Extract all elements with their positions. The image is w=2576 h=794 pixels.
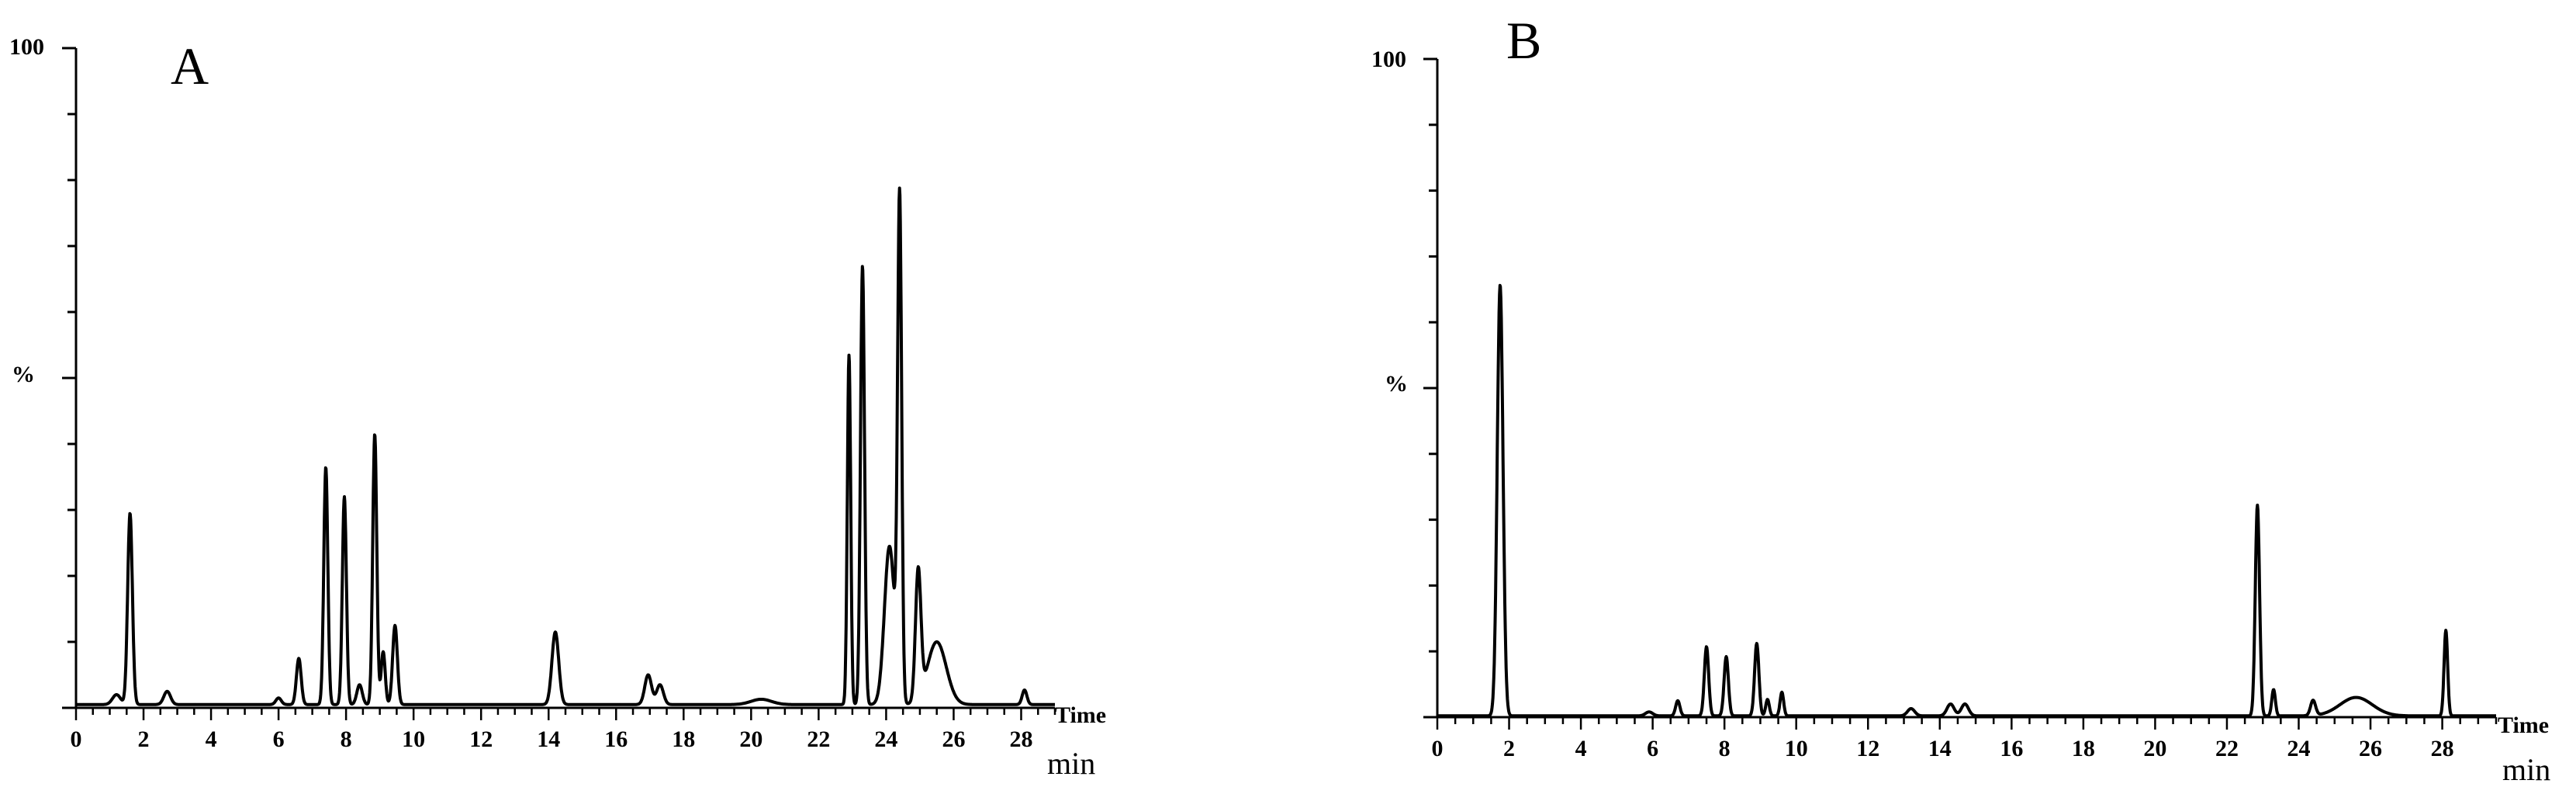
- y-top-label: 100: [1371, 47, 1406, 72]
- x-tick-label: 20: [739, 726, 762, 752]
- x-tick-label: 0: [71, 726, 82, 752]
- chromatogram-trace: [74, 186, 1056, 706]
- x-tick-label: 26: [2359, 736, 2382, 761]
- x-tick-label: 0: [1432, 736, 1444, 761]
- x-tick-label: 22: [807, 726, 830, 752]
- x-tick-label: 6: [1647, 736, 1658, 761]
- x-tick-label: 10: [1785, 736, 1808, 761]
- x-axis-label: Time: [1055, 702, 1106, 728]
- chromatogram-panel-a: A 100 % Time min 0 2 4 6 8 10 12 14 16 18 20 22 24 26…: [9, 34, 1106, 781]
- x-tick-label: 12: [1856, 736, 1879, 761]
- x-unit-label: min: [2502, 752, 2550, 787]
- x-tick-label: 28: [1009, 726, 1032, 752]
- x-unit-label: min: [1047, 746, 1095, 781]
- x-tick-label: 24: [874, 726, 897, 752]
- x-tick-label: 6: [273, 726, 285, 752]
- x-tick-label: 18: [2072, 736, 2095, 761]
- x-tick-label: 16: [2000, 736, 2023, 761]
- x-tick-label: 20: [2143, 736, 2166, 761]
- x-tick-label: 16: [604, 726, 628, 752]
- x-tick-label: 24: [2287, 736, 2311, 761]
- y-axis-label: %: [12, 362, 35, 387]
- x-tick-label: 4: [206, 726, 217, 752]
- x-tick-label: 2: [1503, 736, 1515, 761]
- x-tick-label: 8: [341, 726, 352, 752]
- x-axis-label: Time: [2498, 713, 2549, 738]
- x-tick-label: 4: [1575, 736, 1587, 761]
- x-tick-label: 14: [537, 726, 560, 752]
- plot-area: 0 2 4 6 8 10 12 14 16 18 20 22 24 26 28: [62, 47, 1056, 752]
- panel-label: A: [171, 36, 209, 95]
- chromatogram-trace: [1436, 283, 2498, 718]
- x-tick-label: 10: [402, 726, 425, 752]
- x-tick-label: 22: [2215, 736, 2239, 761]
- y-top-label: 100: [9, 34, 44, 60]
- x-tick-label: 18: [672, 726, 695, 752]
- y-axis-label: %: [1385, 371, 1408, 397]
- panel-label: B: [1506, 11, 1541, 70]
- x-tick-label: 28: [2431, 736, 2454, 761]
- x-tick-label: 2: [138, 726, 150, 752]
- x-tick-label: 14: [1928, 736, 1952, 761]
- x-tick-label: 12: [469, 726, 493, 752]
- x-tick-label: 8: [1719, 736, 1731, 761]
- x-tick-label: 26: [942, 726, 965, 752]
- chromatogram-panel-b: B 100 % Time min 0 2 4 6 8 10 12 14 16 18 20 22 24 26…: [1371, 11, 2550, 787]
- plot-area: 0 2 4 6 8 10 12 14 16 18 20 22 24 26 28: [1423, 57, 2498, 761]
